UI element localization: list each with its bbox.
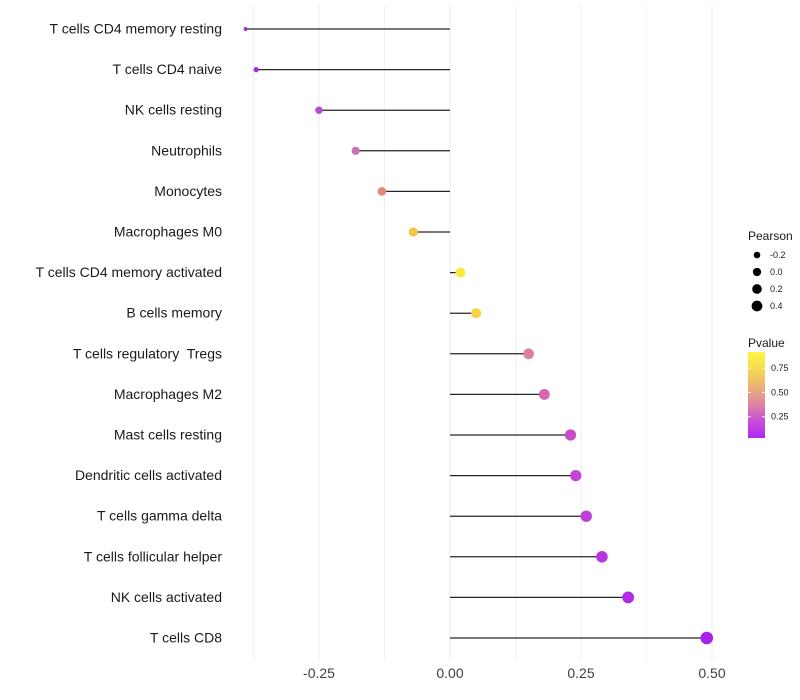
y-axis-label: Dendritic cells activated xyxy=(75,467,222,483)
x-tick-label: 0.25 xyxy=(567,665,594,681)
size-legend-label: 0.2 xyxy=(770,284,783,294)
y-axis-label: B cells memory xyxy=(126,305,222,321)
size-legend-label: 0.0 xyxy=(770,267,783,277)
colorbar-tick-label: 0.25 xyxy=(771,412,789,422)
lollipop-dot xyxy=(523,348,534,360)
size-legend-dot xyxy=(752,267,762,277)
x-tick-label: -0.25 xyxy=(303,665,335,681)
gridlines xyxy=(253,5,713,660)
lollipop-dot xyxy=(700,631,714,645)
size-legend-dot xyxy=(751,300,763,312)
y-axis-label: T cells follicular helper xyxy=(84,548,223,564)
y-axis-label: Macrophages M2 xyxy=(114,386,222,402)
y-axis-label: Macrophages M0 xyxy=(114,224,222,240)
size-legend-label: -0.2 xyxy=(770,250,786,260)
y-axis-label: NK cells activated xyxy=(111,589,222,605)
lollipop-dot xyxy=(253,66,259,73)
lollipop-dot xyxy=(377,187,387,196)
size-legend-items: -0.2 0.0 0.2 0.4 xyxy=(751,250,786,312)
lollipop-dot xyxy=(622,591,635,604)
lollipop-dot xyxy=(408,227,418,237)
lollipop-dot xyxy=(351,146,360,155)
lollipop-dot xyxy=(455,267,466,278)
size-legend-dot xyxy=(752,284,762,294)
y-axis-label: T cells CD4 naive xyxy=(113,61,223,77)
y-axis-label: Mast cells resting xyxy=(114,427,222,443)
lollipop-dot xyxy=(538,388,550,400)
y-axis-label: NK cells resting xyxy=(125,102,222,118)
size-legend-dot xyxy=(753,251,761,259)
color-legend-title: Pvalue xyxy=(748,336,785,350)
y-axis-label: T cells CD4 memory activated xyxy=(36,264,222,280)
lollipop-dot xyxy=(564,429,577,441)
lollipop-rows xyxy=(243,27,714,645)
lollipop-dot xyxy=(243,27,248,31)
x-axis-tick-labels: -0.25 0.00 0.25 0.50 xyxy=(303,665,726,681)
y-axis-label: T cells CD4 memory resting xyxy=(50,21,222,37)
y-axis-label: T cells gamma delta xyxy=(97,508,222,524)
pvalue-colorbar xyxy=(748,352,765,438)
lollipop-dot xyxy=(471,308,482,319)
y-axis-label: T cells CD8 xyxy=(150,630,222,646)
y-axis-label: Neutrophils xyxy=(151,142,222,158)
x-tick-label: 0.50 xyxy=(698,665,725,681)
colorbar-labels: 0.75 0.50 0.25 xyxy=(748,363,789,422)
lollipop-dot xyxy=(580,510,592,522)
legend: Pearson -0.2 0.0 0.2 0.4 Pvalue 0.75 0.50 0.2… xyxy=(748,229,793,438)
colorbar-tick-label: 0.50 xyxy=(771,387,789,397)
y-axis-label: T cells regulatory Tregs xyxy=(73,345,222,361)
colorbar-tick-label: 0.75 xyxy=(771,363,789,373)
lollipop-dot xyxy=(315,106,323,114)
y-axis-labels: T cells CD4 memory resting T cells CD4 na… xyxy=(36,21,223,646)
lollipop-dot xyxy=(570,469,582,482)
lollipop-dot xyxy=(596,551,608,563)
size-legend-title: Pearson xyxy=(748,229,793,243)
x-tick-label: 0.00 xyxy=(436,665,463,681)
y-axis-label: Monocytes xyxy=(154,183,222,199)
size-legend-label: 0.4 xyxy=(770,301,783,311)
